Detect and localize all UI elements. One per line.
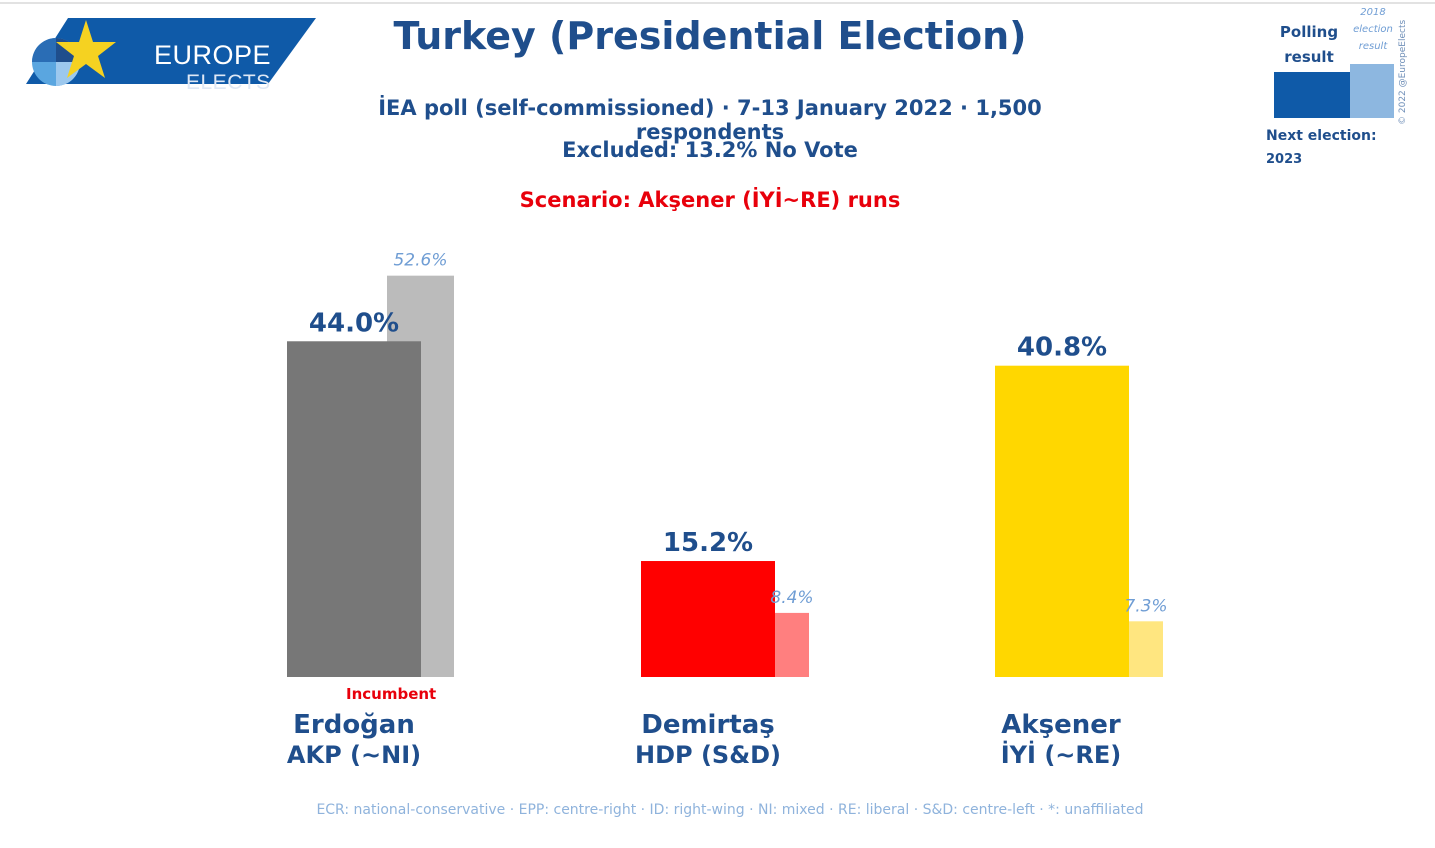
legend-polling-line2: result [1284, 48, 1334, 66]
incumbent-label: Incumbent [346, 685, 437, 703]
legend-polling-label: Polling result [1276, 20, 1342, 70]
party-group-footnote: ECR: national-conservative · EPP: centre… [316, 802, 1144, 818]
data-label-polling-aksener: 40.8% [1017, 333, 1107, 363]
top-border [0, 2, 1435, 4]
logo-graphic [26, 18, 316, 86]
bar-previous-demirtas [775, 612, 809, 677]
next-election-label: Next election: [1266, 128, 1377, 144]
candidate-name-aksener: Akşener [1001, 710, 1121, 740]
legend-previous-swatch [1350, 64, 1394, 118]
candidate-name-demirtas: Demirtaş [641, 710, 775, 740]
candidate-party-hdp: HDP (S&D) [634, 741, 782, 769]
candidate-name-erdogan: Erdoğan [293, 710, 415, 740]
logo-text-europe: EUROPE [154, 40, 272, 70]
excluded-note: Excluded: 13.2% No Vote [562, 138, 858, 162]
data-label-previous-demirtas: 8.4% [770, 588, 813, 608]
data-label-polling-erdogan: 44.0% [309, 308, 399, 338]
legend-previous-label: 2018 election result [1346, 4, 1400, 55]
logo-text-elects: ELECTS [186, 71, 271, 94]
legend-polling-line1: Polling [1279, 23, 1339, 41]
legend-previous-line2: election [1353, 24, 1393, 35]
candidate-party-akp: AKP (~NI) [286, 741, 422, 769]
legend-previous-line3: result [1358, 41, 1388, 52]
candidate-party-iyi: İYİ (~RE) [1000, 741, 1122, 769]
bar-polling-aksener [995, 365, 1129, 677]
star-icon [56, 20, 116, 78]
data-label-previous-erdogan: 52.6% [393, 251, 447, 271]
bar-polling-erdogan [287, 341, 421, 677]
data-label-previous-aksener: 7.3% [1124, 596, 1167, 616]
chart-title: Turkey (Presidential Election) [393, 14, 1027, 58]
chart-subtitle: İEA poll (self-commissioned) · 7-13 Janu… [378, 96, 1042, 144]
bar-previous-aksener [1129, 621, 1163, 677]
bar-polling-demirtas [641, 561, 775, 677]
europe-elects-logo: EUROPE ELECTS [26, 18, 316, 94]
scenario-label: Scenario: Akşener (İYİ~RE) runs [519, 188, 901, 212]
data-label-polling-demirtas: 15.2% [663, 528, 753, 558]
legend [1262, 0, 1432, 175]
next-election-year: 2023 [1266, 152, 1303, 167]
legend-previous-line1: 2018 [1360, 7, 1386, 18]
